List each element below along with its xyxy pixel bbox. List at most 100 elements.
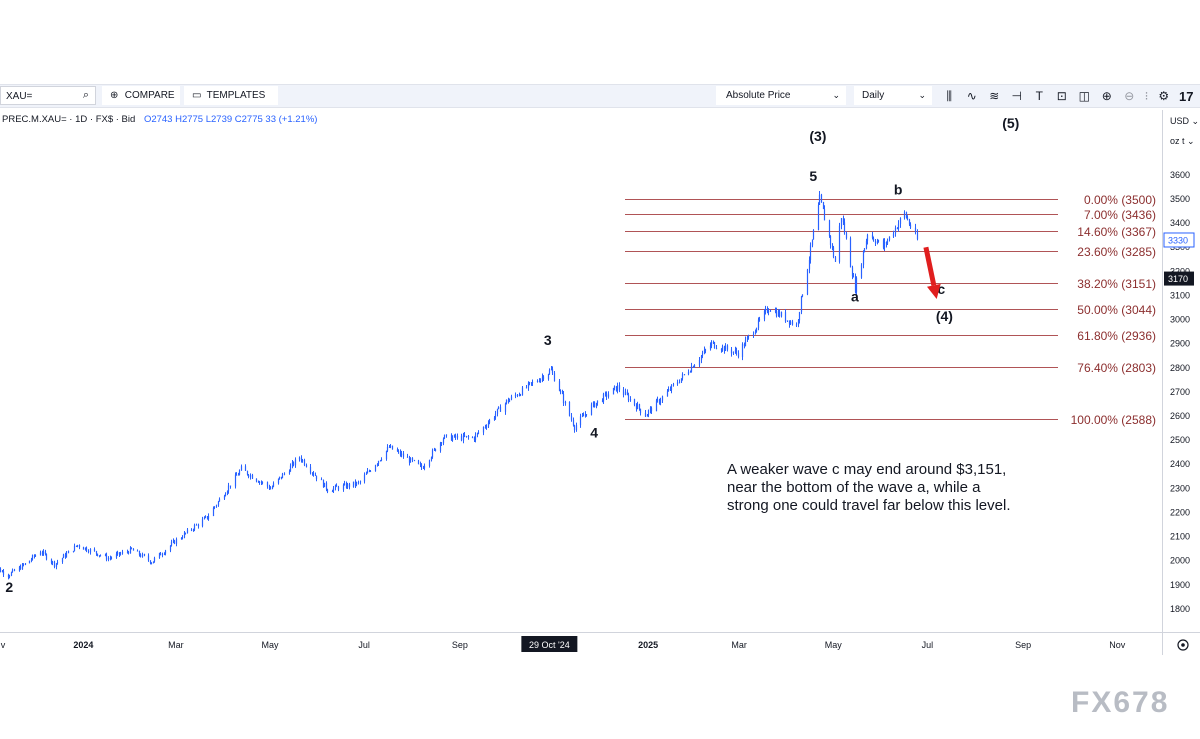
candle-body [251, 474, 254, 479]
crosshair-date-badge [521, 636, 578, 652]
text-icon[interactable]: T [1035, 89, 1043, 103]
candle-body [582, 415, 585, 417]
candle-body [104, 554, 107, 556]
candle-body [507, 399, 510, 402]
x-tick-label: Mar [731, 640, 747, 650]
candle-body [298, 457, 301, 460]
candle-body [195, 524, 198, 526]
candle-body [558, 381, 561, 391]
candle-body [908, 219, 911, 225]
candle-body [326, 489, 329, 492]
candle-body [355, 482, 358, 486]
compare-button[interactable]: ⊕ COMPARE [102, 86, 180, 105]
candle-body [235, 474, 238, 476]
time-axis-settings[interactable] [1177, 639, 1189, 651]
fib-label: 14.60% (3367) [1077, 225, 1156, 239]
fib-label: 38.20% (3151) [1077, 277, 1156, 291]
candle-body [331, 491, 334, 493]
price-mode-select[interactable]: Absolute Price ⌄ [716, 86, 846, 105]
candle-body [78, 545, 81, 548]
candles-icon[interactable]: ⫼ [946, 88, 953, 103]
y-tick-label: 2600 [1170, 411, 1190, 421]
interval-select[interactable]: Daily ⌄ [854, 86, 932, 105]
candle-body [732, 351, 735, 354]
indicators-icon[interactable]: ∿ [966, 89, 977, 103]
candle-body [244, 466, 247, 471]
candle-body [376, 463, 379, 466]
candle-body [322, 480, 325, 488]
unit-select[interactable]: oz t ⌄ [1170, 136, 1195, 147]
candle-body [823, 208, 826, 221]
candle-body [89, 549, 92, 553]
candle-body [33, 555, 36, 557]
candle-body [72, 550, 75, 552]
candle-body [758, 319, 761, 321]
x-tick-label: May [825, 640, 843, 650]
candle-body [332, 487, 335, 492]
candle-body [539, 378, 542, 382]
candle-body [559, 390, 562, 392]
candle-body [99, 555, 102, 557]
zoom-out-icon[interactable]: ⊖ [1124, 89, 1135, 103]
candle-body [568, 401, 571, 416]
price-badge [1164, 271, 1194, 286]
candle-body [261, 482, 264, 484]
candle-body [604, 393, 607, 395]
candle-body [692, 366, 695, 368]
symbol-input[interactable]: XAU= ⌕ [0, 86, 96, 105]
candle-body [271, 486, 274, 489]
candle-body [463, 434, 466, 437]
candle-body [300, 457, 303, 461]
zoom-icon[interactable]: ⊕ [1101, 89, 1112, 103]
settings-icon[interactable]: ⚙ [1158, 89, 1170, 103]
candle-body [348, 483, 351, 487]
candle-body [840, 218, 843, 226]
crosshair-icon[interactable]: ⊣ [1011, 89, 1022, 103]
candle-body [164, 550, 167, 554]
candle-body [547, 374, 550, 380]
x-tick-label: 2024 [73, 640, 93, 650]
candle-body [51, 561, 54, 563]
candle-body [21, 564, 24, 570]
fib-label-bg [1058, 191, 1158, 207]
candle-body [737, 352, 740, 357]
price-axis: 1800 1900 2000 2100 2200 2300 2400 2500 2600 2700… [1163, 170, 1195, 614]
candle-body [320, 479, 323, 481]
candle-body [127, 551, 130, 554]
candle-body [224, 493, 227, 497]
wave-label: 3 [544, 332, 552, 348]
settings-icon[interactable] [1177, 639, 1189, 651]
candle-body [622, 389, 625, 395]
candle-body [213, 506, 216, 508]
candle-body [905, 212, 908, 218]
rectangle-icon[interactable]: ⊡ [1056, 89, 1067, 103]
fib-label-bg [1058, 223, 1158, 239]
candle-body [139, 555, 142, 557]
drawing-icon[interactable]: ≋ [989, 89, 1000, 103]
shape-icon[interactable]: ◫ [1078, 89, 1090, 103]
candle-body [7, 574, 10, 578]
candle-body [73, 545, 76, 552]
candle-body [413, 460, 416, 462]
y-tick-label: 2100 [1170, 532, 1190, 542]
candle-body [149, 560, 152, 564]
candle-body [817, 204, 820, 230]
candle-body [143, 554, 146, 556]
candle-body [453, 434, 456, 438]
candle-body [454, 434, 457, 438]
candle-body [741, 344, 744, 357]
candle-body [669, 388, 672, 391]
candle-body [335, 485, 338, 487]
fib-label: 61.80% (2936) [1077, 329, 1156, 343]
currency-select[interactable]: USD ⌄ [1170, 116, 1199, 127]
candle-body [272, 483, 275, 487]
y-tick-label: 2700 [1170, 387, 1190, 397]
candle-body [518, 394, 521, 396]
candle-body [215, 505, 218, 507]
templates-button[interactable]: ▭ TEMPLATES [184, 86, 278, 105]
candle-body [562, 393, 565, 404]
candle-body [812, 229, 815, 240]
candle-body [55, 563, 58, 567]
candle-body [712, 342, 715, 344]
